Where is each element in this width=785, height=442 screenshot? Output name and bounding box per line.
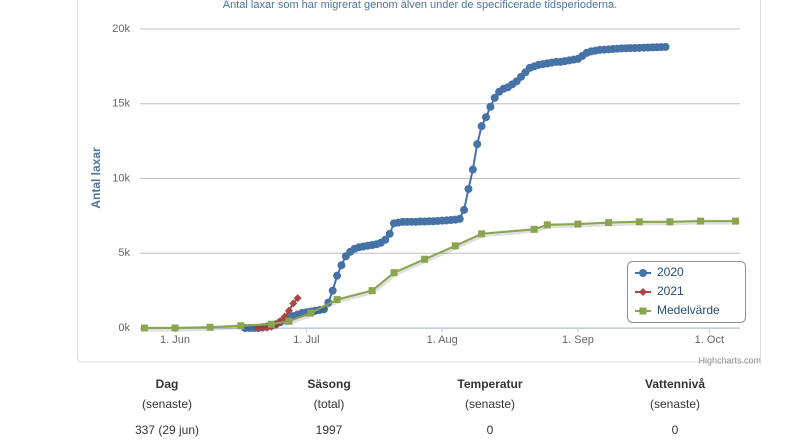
stat-value: 1997: [315, 423, 343, 437]
marker: [284, 306, 293, 315]
stat-value: 337 (29 jun): [134, 423, 200, 437]
y-tick-label: 15k: [112, 98, 130, 110]
x-tick-label: 1. Jul: [293, 334, 319, 346]
marker: [732, 217, 740, 225]
chart-frame: [77, 0, 761, 363]
x-tick-label: 1. Sep: [562, 334, 594, 346]
stat-value: 0: [671, 423, 679, 437]
marker: [171, 324, 179, 332]
marker: [486, 102, 495, 111]
marker: [464, 184, 473, 193]
y-tick-label: 5k: [118, 247, 130, 259]
stat-sub: (senaste): [464, 397, 516, 411]
y-tick-label: 0k: [118, 322, 130, 334]
marker: [605, 219, 613, 227]
marker: [390, 269, 398, 277]
marker: [481, 113, 490, 122]
stat-label: Säsong: [307, 377, 351, 391]
stat-sub: (senaste): [649, 397, 701, 411]
marker: [381, 235, 390, 244]
legend-marker: [639, 307, 647, 315]
marker: [421, 255, 429, 263]
x-tick-label: 1. Oct: [695, 334, 724, 346]
stat-column: Vattennivå (senaste) 0: [585, 374, 765, 440]
marker: [333, 296, 341, 304]
stat-label: Dag: [155, 377, 179, 391]
marker: [473, 140, 482, 149]
credit: Highcharts.com: [698, 355, 761, 365]
marker: [333, 271, 342, 280]
marker: [530, 225, 538, 233]
legend-box: [627, 261, 746, 323]
legend-label: 2021: [657, 284, 684, 298]
y-tick-label: 20k: [112, 23, 130, 35]
marker: [574, 220, 582, 228]
stat-column: Säsong (total) 1997: [239, 374, 419, 440]
marker: [337, 261, 346, 270]
marker: [451, 242, 459, 250]
marker: [307, 309, 315, 317]
marker: [697, 217, 705, 225]
chart-subtitle: Antal laxar som har migrerat genom älven…: [223, 0, 617, 11]
marker: [661, 42, 670, 51]
stat-value: 0: [486, 423, 494, 437]
legend-marker: [639, 288, 647, 296]
marker: [328, 286, 337, 295]
marker: [285, 317, 293, 325]
marker: [206, 323, 214, 331]
marker: [455, 214, 464, 223]
marker: [368, 287, 376, 295]
marker: [140, 324, 148, 332]
stat-sub: (total): [313, 397, 345, 411]
marker: [468, 165, 477, 174]
marker: [293, 294, 302, 303]
chart: Antal laxar som har migrerat genom älven…: [77, 0, 761, 365]
marker: [635, 218, 643, 226]
marker: [666, 218, 674, 226]
y-axis-title: Antal laxar: [89, 147, 103, 209]
stat-label: Vattennivå: [644, 377, 706, 391]
legend-label: Medelvärde: [657, 303, 720, 317]
marker: [289, 299, 298, 308]
legend-marker: [639, 269, 647, 277]
marker: [543, 221, 551, 229]
x-tick-label: 1. Jun: [160, 334, 190, 346]
marker: [460, 205, 469, 214]
stat-column: Dag (senaste) 337 (29 jun): [77, 374, 257, 440]
stat-column: Temperatur (senaste) 0: [400, 374, 580, 440]
legend-label: 2020: [657, 265, 684, 279]
marker: [237, 322, 245, 330]
marker: [490, 93, 499, 102]
marker: [258, 324, 267, 332]
marker: [478, 230, 486, 238]
marker: [477, 122, 486, 131]
stat-sub: (senaste): [141, 397, 193, 411]
stat-label: Temperatur: [457, 377, 523, 391]
marker: [385, 229, 394, 238]
marker: [267, 320, 275, 328]
x-tick-label: 1. Aug: [427, 334, 458, 346]
y-tick-label: 10k: [112, 172, 130, 184]
